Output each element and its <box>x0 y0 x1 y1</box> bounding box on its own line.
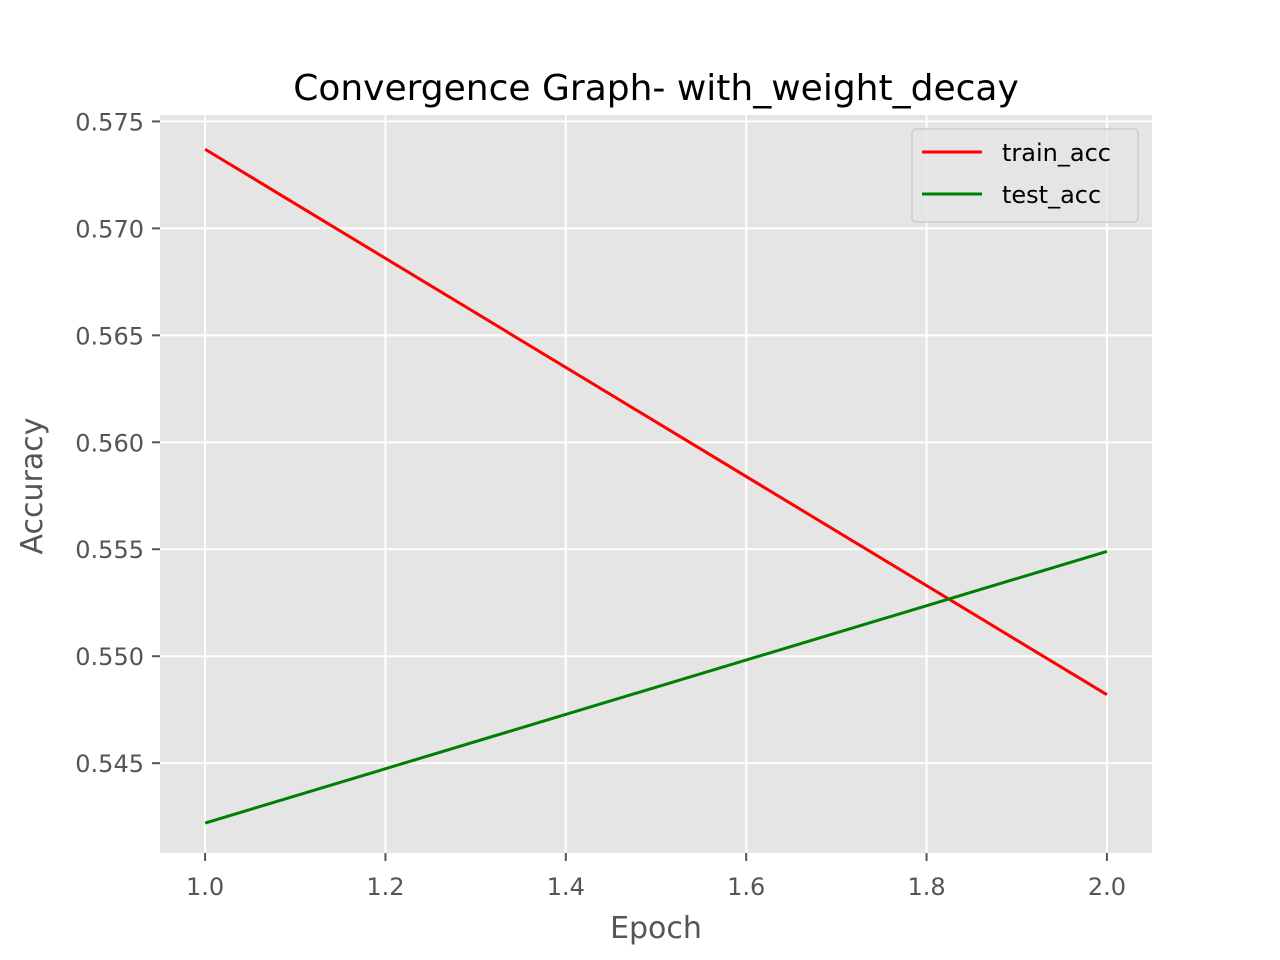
legend-label-train-acc: train_acc <box>1002 139 1111 167</box>
y-tick-label: 0.545 <box>75 750 144 778</box>
x-axis-label: Epoch <box>610 911 702 946</box>
x-tick-label: 1.2 <box>366 873 404 901</box>
series-line-test-acc <box>204 549 1108 825</box>
legend-label-test-acc: test_acc <box>1002 181 1101 209</box>
series-lines <box>204 147 1108 825</box>
grid-lines <box>160 115 1152 853</box>
x-tick-label: 1.4 <box>547 873 585 901</box>
plot-area <box>160 115 1152 853</box>
axis-ticks: 1.0 1.2 1.4 1.6 1.8 2.0 0.545 0.550 0.555 0.560 0.… <box>75 108 1126 901</box>
x-tick-label: 2.0 <box>1088 873 1126 901</box>
x-tick-label: 1.8 <box>907 873 945 901</box>
y-tick-label: 0.555 <box>75 536 144 564</box>
series-line-train-acc <box>204 147 1108 696</box>
y-axis-label: Accuracy <box>15 418 50 555</box>
legend: train_acc test_acc <box>911 128 1139 223</box>
y-tick-label: 0.570 <box>75 215 144 243</box>
x-tick-label: 1.0 <box>186 873 224 901</box>
x-tick-label: 1.6 <box>727 873 765 901</box>
y-tick-label: 0.575 <box>75 108 144 136</box>
y-tick-label: 0.550 <box>75 643 144 671</box>
chart-title: Convergence Graph- with_weight_decay <box>293 68 1019 109</box>
y-tick-label: 0.560 <box>75 429 144 457</box>
y-tick-label: 0.565 <box>75 322 144 350</box>
